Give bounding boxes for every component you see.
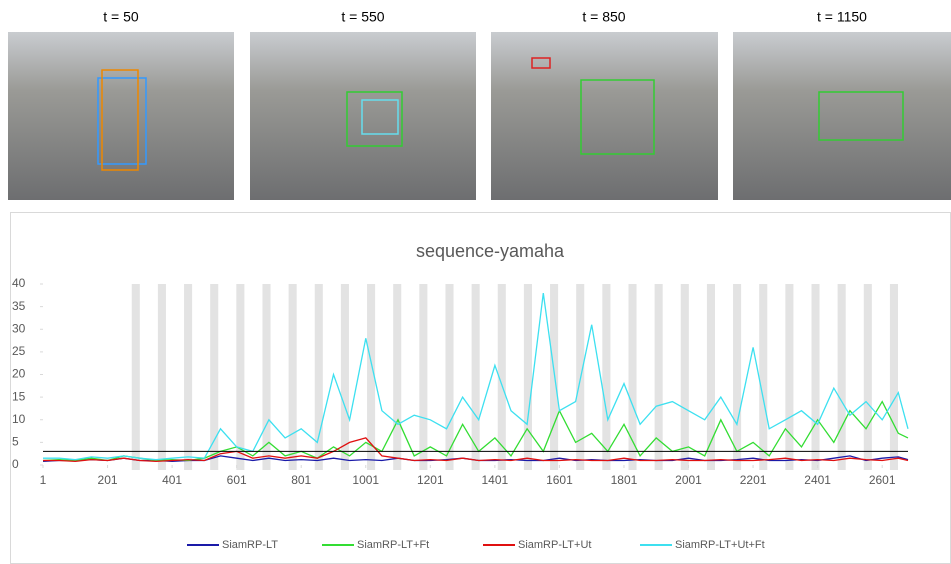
bbox [361,99,399,135]
frame-label: t = 550 [341,9,384,25]
shaded-band [445,284,454,470]
bbox [531,57,551,69]
frame-label: t = 1150 [817,9,867,25]
series-line [43,293,909,461]
shaded-band [340,284,349,470]
bbox [580,79,655,155]
shaded-band [367,284,376,470]
shaded-band [471,284,480,470]
chart-frame [10,212,951,564]
frame-label: t = 50 [103,9,139,25]
shaded-band [314,284,323,470]
legend-label: SiamRP-LT [222,539,278,551]
shaded-band [210,284,219,470]
shaded-band [288,284,297,470]
y-tick-label: 20 [12,367,26,381]
frame-label: t = 850 [582,9,625,25]
y-tick-label: 5 [12,435,19,449]
x-tick-label: 1801 [611,473,638,487]
x-tick-label: 1601 [546,473,573,487]
bbox [346,91,403,147]
shaded-band [628,284,637,470]
y-tick-label: 30 [12,321,26,335]
x-tick-label: 1001 [352,473,379,487]
chart-title: sequence-yamaha [416,241,565,261]
frame-image [733,32,951,200]
x-tick-label: 1201 [417,473,444,487]
x-tick-label: 201 [98,473,118,487]
frame-image [491,32,718,200]
legend-label: SiamRP-LT+Ft [357,539,429,551]
shaded-band [863,284,872,470]
shaded-band [157,284,166,470]
y-tick-label: 15 [12,389,26,403]
shaded-band [811,284,820,470]
x-tick-label: 1401 [482,473,509,487]
frames: t = 50 t = 550 t = 850 t = 1150 [8,9,951,200]
bbox [818,91,904,141]
shaded-band [550,284,559,470]
y-tick-label: 10 [12,412,26,426]
shaded-band [523,284,532,470]
shaded-band [837,284,846,470]
shaded-band [419,284,428,470]
shaded-band [733,284,742,470]
x-tick-label: 601 [227,473,247,487]
shaded-band [602,284,611,470]
shaded-band [759,284,768,470]
shaded-band [393,284,402,470]
shaded-band [236,284,245,470]
y-tick-label: 35 [12,299,26,313]
x-tick-label: 1 [40,473,47,487]
x-tick-label: 2201 [740,473,767,487]
y-tick-label: 25 [12,344,26,358]
x-tick-label: 2601 [869,473,896,487]
shaded-band [184,284,193,470]
frame-image [8,32,234,200]
frame-image [250,32,476,200]
x-tick-label: 401 [162,473,182,487]
shaded-band [706,284,715,470]
legend-label: SiamRP-LT+Ut+Ft [675,539,765,551]
series-line [43,437,909,463]
bbox [97,77,147,165]
shaded-band [497,284,506,470]
shaded-band [785,284,794,470]
shaded-band [654,284,663,470]
x-tick-label: 801 [291,473,311,487]
shaded-band [262,284,271,470]
shaded-band [131,284,140,470]
shaded-band [680,284,689,470]
legend-label: SiamRP-LT+Ut [518,539,591,551]
bbox [101,69,139,171]
shaded-band [889,284,898,470]
y-tick-label: 40 [12,276,26,290]
x-tick-label: 2401 [804,473,831,487]
y-tick-label: 0 [12,457,19,471]
x-tick-label: 2001 [675,473,702,487]
